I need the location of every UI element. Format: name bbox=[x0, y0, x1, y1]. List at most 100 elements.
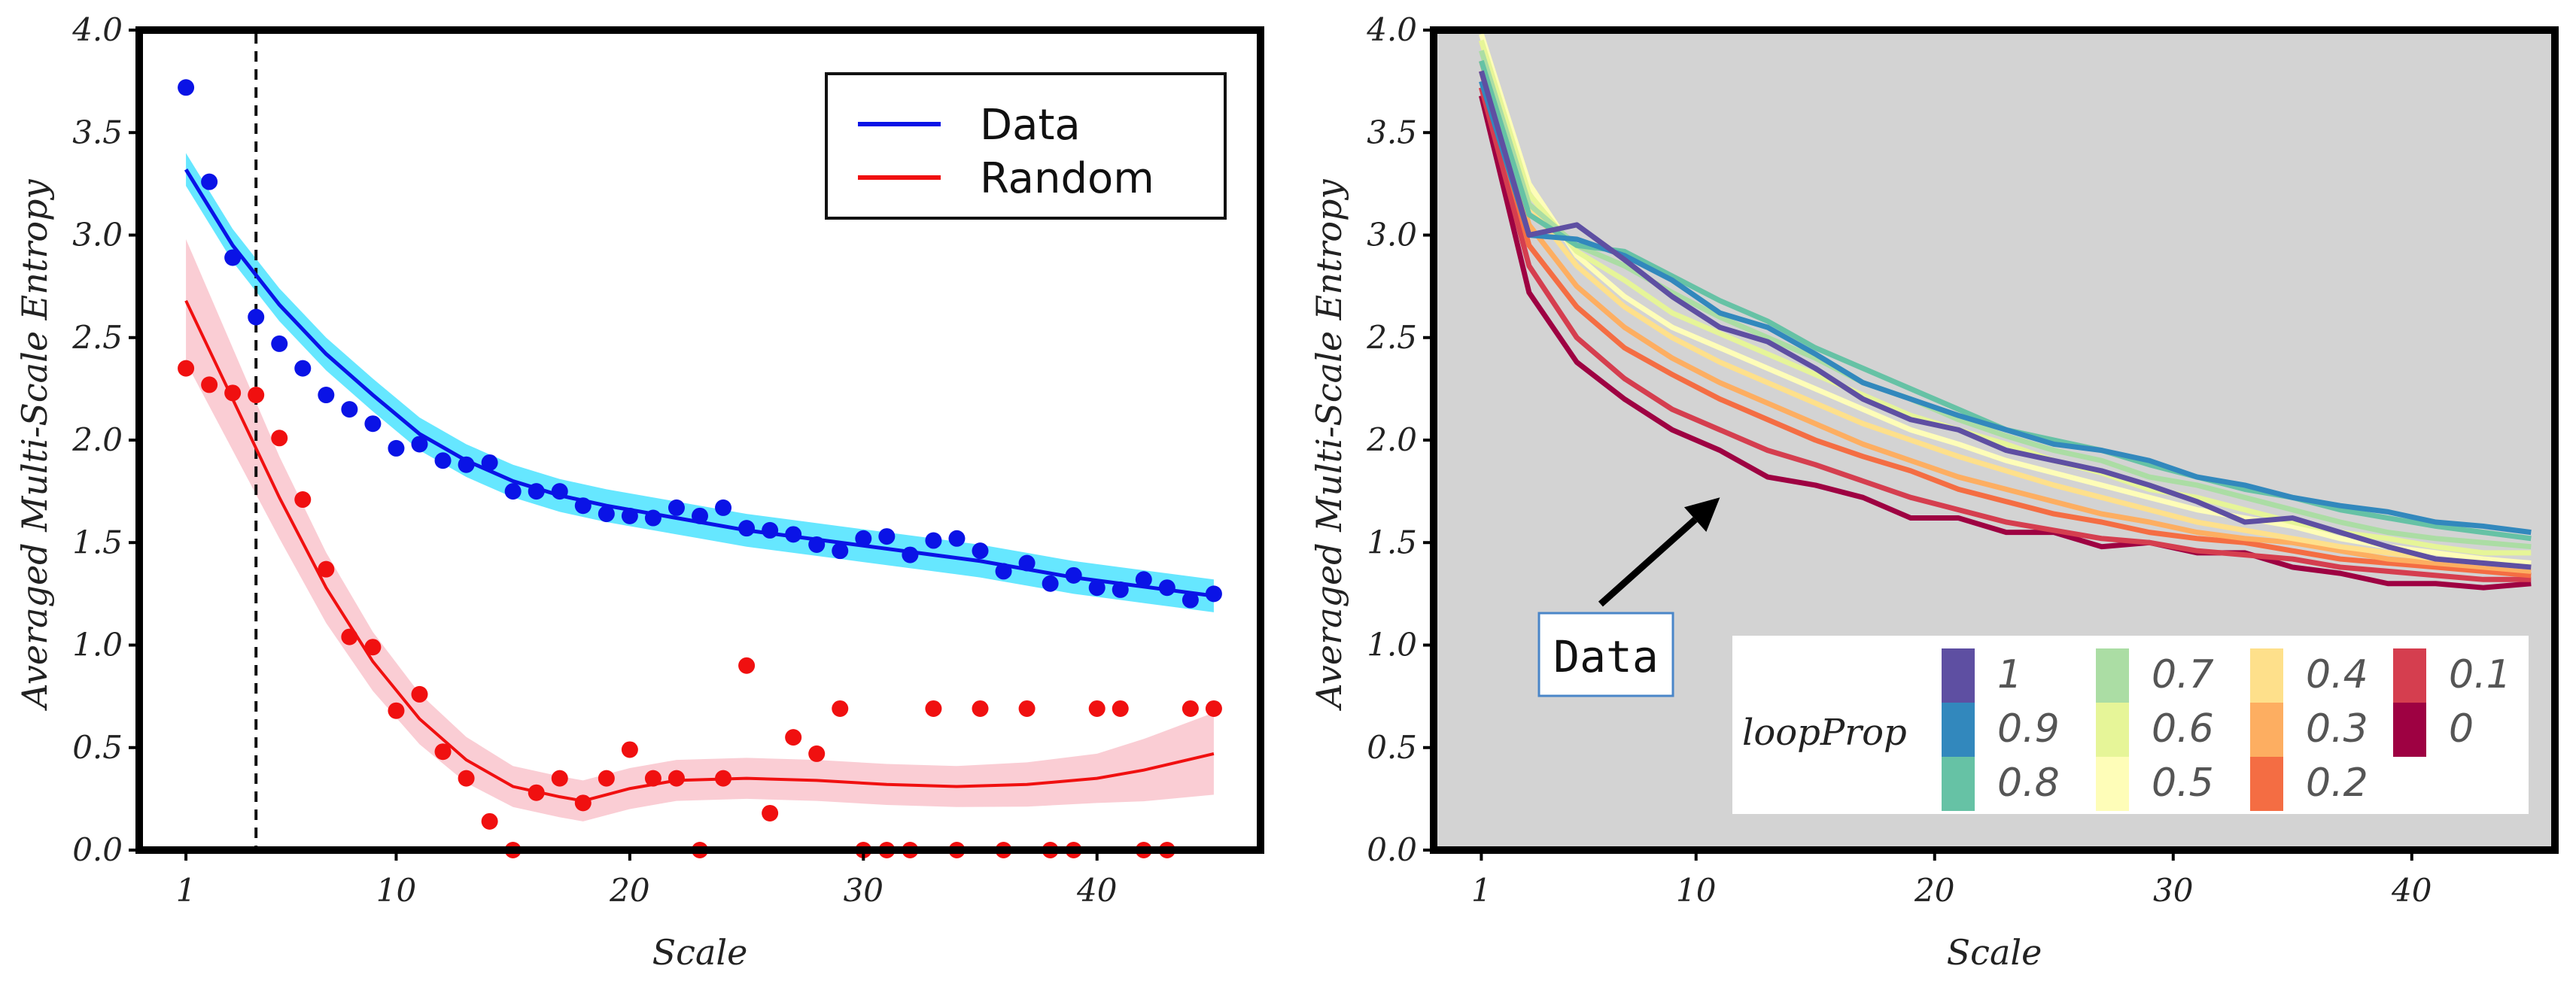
legend-label-0_2: 0.2 bbox=[2306, 761, 2368, 806]
random-point bbox=[1182, 700, 1199, 717]
legend-swatch-0_7 bbox=[2096, 648, 2129, 703]
data-point bbox=[1158, 579, 1175, 597]
data-point bbox=[621, 507, 638, 524]
random-point bbox=[458, 770, 475, 787]
y-tick-label: 2.5 bbox=[1366, 319, 1417, 356]
right-y-axis-label: Averaged Multi-Scale Entropy bbox=[1309, 179, 1349, 712]
random-point bbox=[551, 770, 568, 787]
legend-random-label: Random bbox=[980, 154, 1154, 203]
random-point bbox=[411, 685, 428, 703]
data-point bbox=[692, 507, 708, 524]
x-tick-label: 20 bbox=[1914, 872, 1954, 909]
random-point bbox=[1112, 700, 1129, 717]
x-tick-label: 10 bbox=[376, 872, 416, 909]
data-point bbox=[504, 483, 522, 500]
y-tick-label: 2.0 bbox=[1366, 421, 1417, 458]
y-tick-label: 3.5 bbox=[1367, 114, 1417, 150]
data-point bbox=[1112, 581, 1129, 598]
legend-swatch-0_5 bbox=[2096, 757, 2129, 811]
annotation-arrowhead bbox=[1683, 497, 1720, 533]
legend-swatch-0_9 bbox=[1942, 703, 1975, 757]
legend-label-1: 1 bbox=[1997, 652, 2022, 697]
legend-label-0_5: 0.5 bbox=[2152, 761, 2214, 806]
data-point bbox=[434, 452, 452, 469]
y-tick-label: 3.5 bbox=[72, 114, 123, 150]
y-tick-label: 0.0 bbox=[1367, 831, 1417, 868]
random-point bbox=[715, 770, 732, 787]
legend-label-0_8: 0.8 bbox=[1997, 761, 2060, 806]
y-tick-label: 1.5 bbox=[1367, 524, 1417, 560]
data-point bbox=[995, 563, 1012, 580]
loopprop-legend-title: loopProp bbox=[1742, 712, 1907, 754]
y-tick-label: 4.0 bbox=[1366, 11, 1417, 48]
y-tick-label: 0.5 bbox=[1367, 729, 1417, 766]
random-point bbox=[178, 360, 195, 377]
annotation-arrow bbox=[1598, 517, 1698, 607]
data-point bbox=[1182, 591, 1199, 609]
random-point bbox=[364, 639, 382, 656]
data-point bbox=[668, 499, 685, 516]
data-point bbox=[644, 509, 661, 527]
data-point bbox=[364, 415, 382, 433]
y-tick-label: 0.0 bbox=[72, 831, 123, 868]
data-point bbox=[341, 401, 358, 418]
data-point bbox=[1088, 579, 1106, 597]
right-x-ticks: 1 10 20 30 40 bbox=[1471, 850, 2432, 909]
random-point bbox=[271, 430, 288, 447]
legend-swatch-0_3 bbox=[2250, 703, 2283, 757]
y-tick-label: 1.0 bbox=[1367, 627, 1417, 664]
random-point bbox=[644, 770, 661, 787]
legend-label-0_9: 0.9 bbox=[1997, 706, 2060, 752]
series-line-0_4 bbox=[1479, 39, 2532, 570]
x-tick-label: 30 bbox=[844, 872, 884, 909]
random-point bbox=[318, 560, 335, 578]
data-point bbox=[294, 360, 312, 377]
data-point bbox=[201, 173, 218, 190]
legend-swatch-0_4 bbox=[2250, 648, 2283, 703]
legend-label-0_7: 0.7 bbox=[2152, 652, 2214, 697]
random-point bbox=[762, 804, 779, 821]
random-point bbox=[201, 376, 218, 393]
random-point bbox=[434, 743, 452, 761]
legend-swatch-0_2 bbox=[2250, 757, 2283, 811]
data-point bbox=[411, 436, 428, 453]
left-x-axis-label: Scale bbox=[652, 932, 748, 973]
x-tick-label: 40 bbox=[1076, 872, 1117, 909]
data-point bbox=[948, 530, 966, 547]
data-point bbox=[1018, 554, 1036, 572]
random-fit-line bbox=[184, 299, 1215, 803]
series-line-0_2 bbox=[1479, 70, 2532, 579]
random-point bbox=[832, 700, 849, 717]
legend-label-0_3: 0.3 bbox=[2306, 706, 2368, 752]
data-point bbox=[785, 526, 802, 543]
legend-label-0_4: 0.4 bbox=[2306, 652, 2368, 697]
legend-box bbox=[825, 72, 1227, 220]
y-tick-label: 1.5 bbox=[72, 524, 123, 560]
series-line-0_3 bbox=[1479, 59, 2532, 574]
random-point bbox=[1018, 700, 1036, 717]
data-point bbox=[972, 542, 989, 560]
data-point bbox=[388, 439, 405, 457]
random-point bbox=[598, 770, 615, 787]
data-point bbox=[574, 497, 592, 515]
random-point bbox=[972, 700, 989, 717]
data-point bbox=[1135, 571, 1152, 588]
data-point bbox=[271, 335, 288, 352]
random-point bbox=[528, 784, 545, 801]
y-tick-label: 2.0 bbox=[71, 421, 123, 458]
data-point bbox=[855, 530, 872, 547]
left-legend: Data Random bbox=[825, 72, 1227, 220]
random-point bbox=[668, 770, 685, 787]
series-line-0_9 bbox=[1479, 80, 2532, 536]
random-point bbox=[224, 384, 242, 402]
legend-swatch-0_1 bbox=[2393, 648, 2426, 703]
left-x-ticks: 1 10 20 30 40 bbox=[176, 850, 1117, 909]
x-tick-label: 20 bbox=[609, 872, 649, 909]
data-point bbox=[1205, 585, 1222, 603]
data-point bbox=[1042, 575, 1059, 592]
y-tick-label: 4.0 bbox=[71, 11, 123, 48]
legend-label-0: 0 bbox=[2449, 706, 2474, 752]
data-point bbox=[925, 532, 942, 549]
y-tick-label: 0.5 bbox=[72, 729, 123, 766]
